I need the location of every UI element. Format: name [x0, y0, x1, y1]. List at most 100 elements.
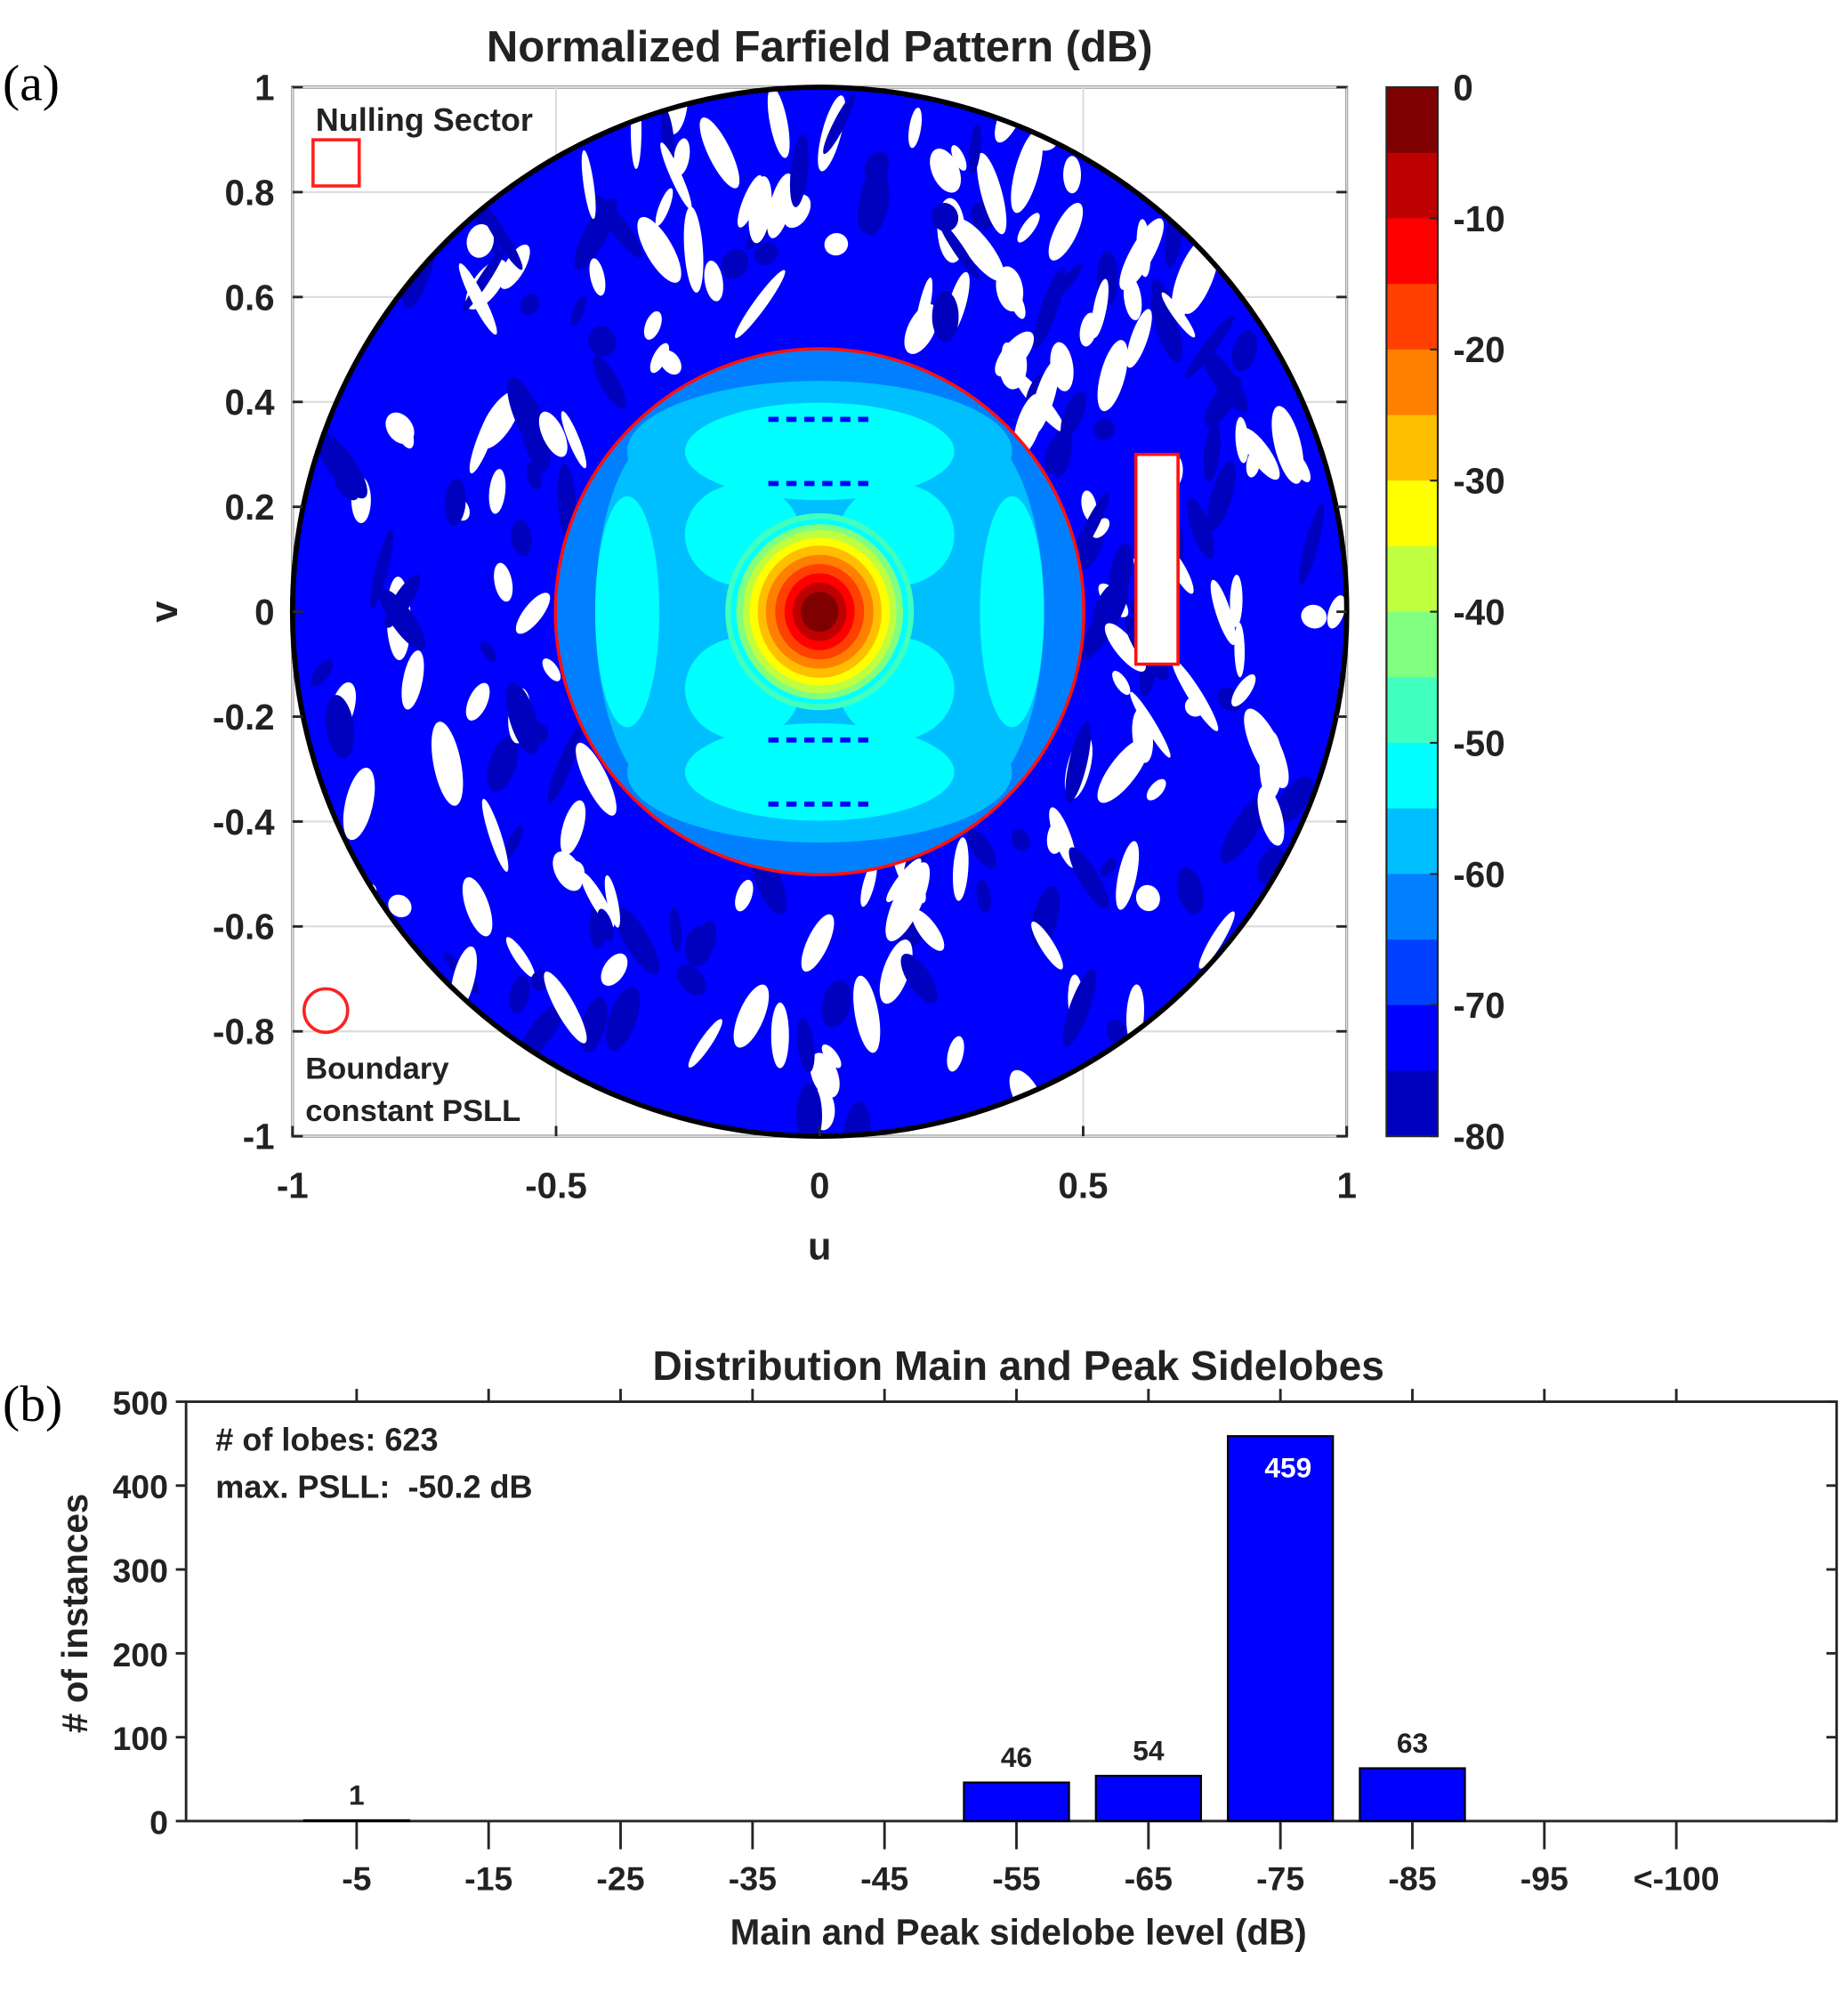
colorbar: 0 -10 -20 -30 -40 -50 -60 -70 -80	[1385, 67, 1505, 1157]
null-region	[511, 520, 532, 557]
x-tick-label: -65	[1125, 1860, 1173, 1898]
inner-null	[803, 416, 815, 423]
inner-null	[786, 737, 797, 743]
null-region	[1207, 460, 1236, 531]
null-region	[538, 411, 568, 457]
colorbar-band	[1386, 677, 1439, 744]
null-region	[1109, 544, 1133, 601]
null-region	[683, 206, 704, 293]
inner-null	[768, 416, 779, 423]
null-region	[504, 826, 523, 859]
null-region	[748, 176, 772, 244]
bar-data-label: 63	[1397, 1727, 1428, 1759]
inner-null	[840, 801, 851, 807]
x-tick-label: -55	[992, 1860, 1040, 1898]
null-region	[343, 767, 375, 841]
inner-null	[768, 737, 779, 743]
null-region	[823, 93, 856, 155]
null-region	[1048, 202, 1084, 261]
null-region	[699, 117, 740, 189]
panel-label-b: (b)	[3, 1376, 62, 1432]
x-tick-label: <-100	[1633, 1860, 1720, 1898]
null-region	[1112, 670, 1131, 696]
null-region	[604, 875, 620, 928]
null-region	[677, 964, 706, 996]
colorbar-tick-label: -60	[1453, 854, 1504, 895]
null-region	[1011, 130, 1044, 214]
bar-data-label: 459	[1264, 1451, 1311, 1483]
null-region	[754, 242, 778, 266]
null-region	[1184, 696, 1206, 717]
null-region	[1201, 348, 1248, 413]
null-region	[505, 681, 540, 754]
y-tick-label: -0.4	[213, 802, 275, 843]
bar	[1094, 1774, 1203, 1822]
null-region	[1100, 858, 1117, 877]
y-tick-label: -0.2	[213, 697, 275, 738]
null-region	[1123, 277, 1142, 321]
null-region	[684, 925, 714, 967]
null-region	[505, 937, 535, 978]
null-region	[576, 742, 617, 816]
null-region	[613, 905, 660, 975]
bar-data-label: 54	[1133, 1735, 1165, 1767]
legend-boundary-label-2: constant PSLL	[305, 1094, 520, 1128]
null-region	[637, 216, 682, 283]
colorbar-tick-label: -40	[1453, 592, 1504, 633]
bar	[1226, 1435, 1335, 1822]
bar	[1359, 1767, 1466, 1822]
colorbar-band	[1386, 218, 1439, 285]
null-region	[1009, 288, 1026, 319]
colorbar-band	[1386, 611, 1439, 679]
null-region	[520, 294, 540, 315]
colorbar-tick-label: -70	[1453, 985, 1504, 1026]
null-region	[796, 1018, 815, 1073]
histogram-y-label: # of instances	[54, 1494, 95, 1733]
inner-null	[840, 480, 851, 487]
x-tick-label: 0	[810, 1165, 829, 1206]
y-tick-label: 0	[254, 592, 274, 633]
null-region	[1203, 422, 1221, 482]
inner-null	[786, 480, 797, 487]
inner-null	[822, 737, 833, 743]
null-region	[580, 996, 608, 1052]
y-tick-label: 200	[112, 1636, 168, 1673]
legend-nulling-sector-marker	[311, 138, 361, 188]
null-region	[1012, 828, 1030, 851]
null-region	[1298, 503, 1325, 585]
annotation-max-psll: max. PSLL: -50.2 dB	[215, 1469, 532, 1505]
null-region	[593, 355, 626, 409]
null-region	[1136, 219, 1151, 278]
null-region	[1116, 841, 1140, 910]
null-region	[669, 907, 682, 953]
null-region	[1176, 867, 1204, 915]
null-region	[588, 326, 617, 357]
null-region	[589, 258, 606, 296]
x-tick-label: -75	[1256, 1860, 1304, 1898]
null-region	[1210, 579, 1237, 645]
null-region	[767, 173, 794, 238]
colorbar-tick-label: -20	[1453, 329, 1504, 370]
null-region	[1244, 708, 1289, 788]
null-region	[767, 87, 790, 158]
null-region	[1240, 427, 1280, 480]
null-region	[507, 376, 549, 456]
histogram-bars: 0 100 200 300 400 500 -5 1 -15 -25 -35 -45 -55 46 -65 5…	[112, 1384, 1837, 1898]
null-region	[932, 291, 959, 343]
null-region	[388, 894, 412, 918]
bar	[963, 1781, 1070, 1822]
colorbar-tick-label: -50	[1453, 722, 1504, 763]
null-region	[494, 562, 513, 602]
x-tick-label: 1	[1336, 1165, 1356, 1206]
inner-lobe-peak	[684, 402, 955, 501]
null-region	[853, 975, 881, 1053]
null-region	[547, 727, 582, 804]
x-tick-label: -0.5	[525, 1165, 587, 1206]
colorbar-tick-label: -30	[1453, 461, 1504, 502]
inner-null	[840, 416, 851, 423]
null-region	[593, 195, 643, 258]
null-region	[480, 641, 496, 662]
null-region	[1097, 340, 1128, 412]
null-region	[655, 188, 673, 226]
null-region	[379, 589, 426, 650]
